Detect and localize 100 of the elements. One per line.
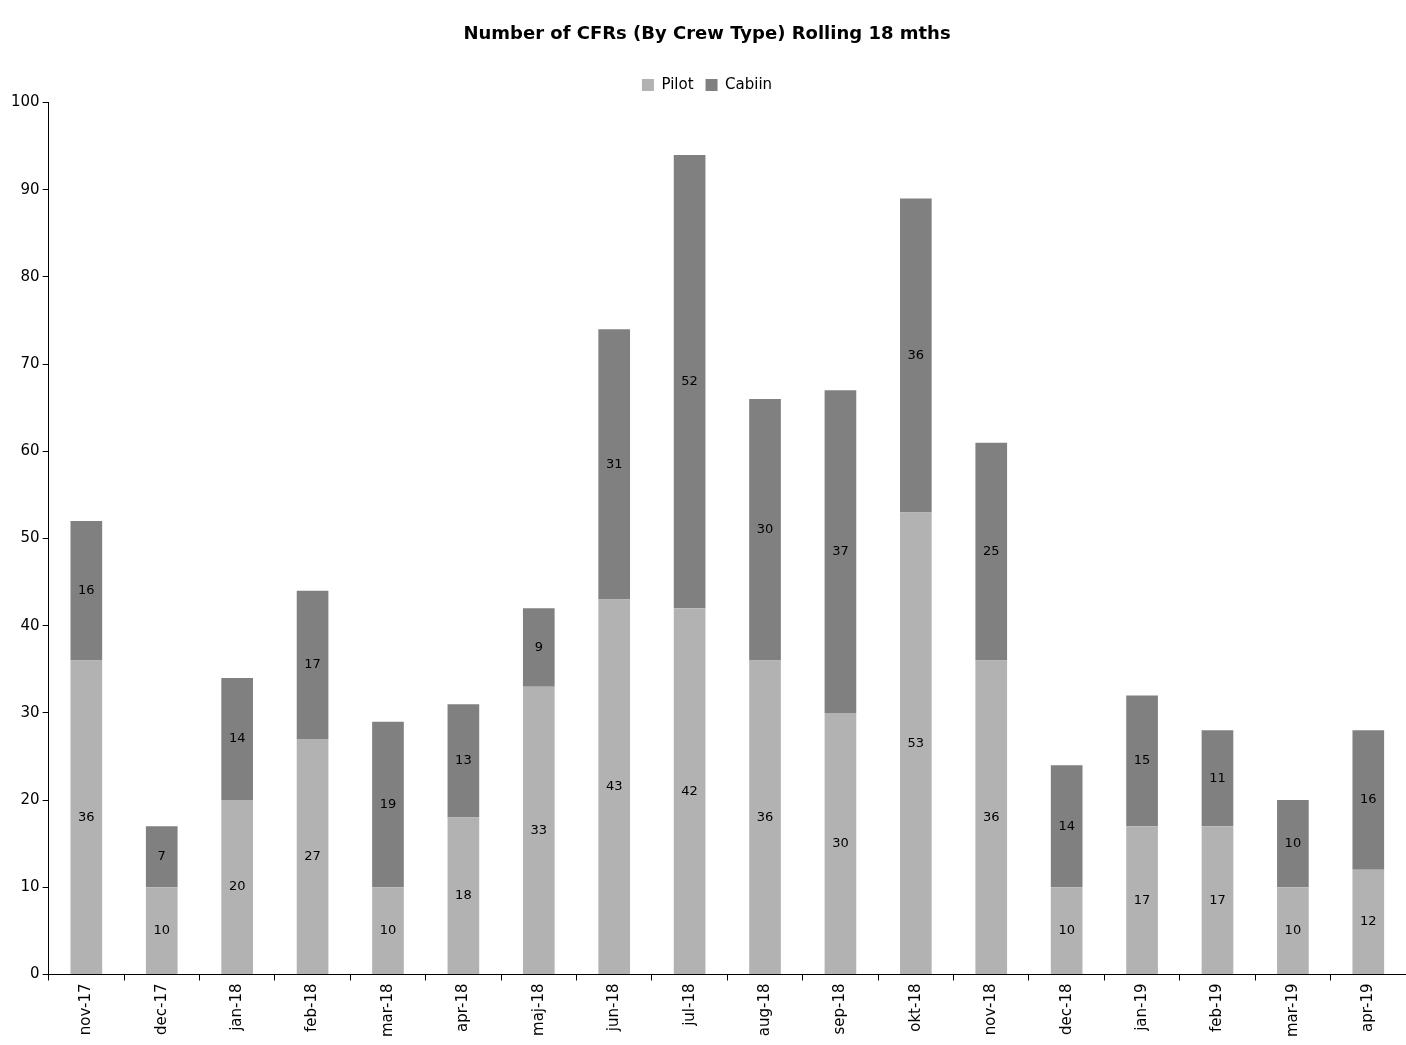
x-tick-label: sep-18 [830,983,849,1035]
x-tick-label: jul-18 [679,983,698,1027]
data-label: 37 [832,543,849,558]
y-tick-label: 60 [20,441,40,460]
bar [296,739,329,974]
data-label: 17 [304,656,321,672]
data-label: 10 [153,922,171,938]
bar [673,154,706,609]
data-label: 14 [228,730,246,746]
x-tick-label: feb-18 [302,983,321,1033]
chart-title: Number of CFRs (By Crew Type) Rolling 18 mths [463,22,951,44]
x-tick-label: mar-18 [377,983,396,1037]
bar [221,678,253,801]
data-label: 17 [1209,891,1226,907]
x-tick-label: nov-17 [76,983,95,1036]
data-label: 16 [1360,791,1377,807]
x-tick-label: jan-19 [1131,983,1150,1032]
data-label: 10 [1058,922,1075,938]
y-tick-label: 50 [20,528,40,547]
x-tick-label: okt-18 [905,983,924,1032]
data-label: 7 [157,848,166,864]
x-tick-label: mar-19 [1282,983,1301,1037]
bar [749,399,781,661]
data-label: 36 [907,346,925,362]
bar [975,442,1008,661]
data-label: 15 [1133,752,1151,768]
y-tick-label: 10 [20,877,40,896]
legend-label: Cabiin [725,74,773,93]
y-tick-label: 20 [20,790,40,808]
data-label: 27 [304,847,321,863]
bar [1050,887,1083,974]
y-tick-label: 90 [20,179,40,198]
data-label: 10 [1284,835,1302,851]
x-tick-label: dec-18 [1056,983,1075,1035]
x-tick-label: maj-18 [528,983,547,1036]
bar [975,660,1008,974]
data-label: 25 [982,543,1000,558]
x-tick-label: nov-18 [981,983,1000,1036]
bar [70,660,103,974]
data-label: 10 [1284,922,1302,938]
x-tick-label: apr-19 [1358,983,1377,1032]
bar [598,599,631,974]
data-label: 17 [1133,891,1151,907]
bar [1277,800,1309,888]
y-tick-label: 100 [10,92,40,111]
data-label: 9 [534,638,543,654]
y-tick-label: 0 [30,964,40,983]
bar [824,390,857,713]
bar [900,512,932,974]
bar [221,800,253,974]
bar [372,721,404,888]
x-tick-label: dec-17 [151,983,170,1035]
x-tick-label: feb-19 [1207,983,1226,1033]
bar [749,660,781,974]
bar [1352,730,1385,870]
bar [1126,826,1158,974]
data-label: 10 [379,922,397,938]
bar [673,608,706,974]
bar [447,704,480,818]
data-label: 53 [907,734,925,750]
y-tick-label: 70 [20,354,40,373]
bar [824,712,857,974]
bar [900,198,932,513]
x-tick-label: apr-18 [453,983,472,1032]
bar [1201,730,1234,827]
data-label: 33 [530,821,548,837]
y-tick-label: 80 [20,266,40,285]
x-tick-label: jan-18 [227,983,246,1032]
bar [447,817,480,974]
bar [522,686,555,974]
bar [522,608,555,687]
bar [1050,765,1083,888]
data-label: 20 [228,878,246,894]
data-label: 14 [1058,817,1075,833]
data-label: 13 [455,752,472,768]
data-label: 30 [832,834,849,850]
bar [1277,887,1309,974]
bar [70,521,103,661]
bar [372,887,404,974]
bar [145,826,178,888]
y-tick-label: 40 [20,615,40,634]
data-label: 36 [982,808,1000,824]
data-label: 42 [681,782,698,798]
data-label: 18 [455,887,472,903]
data-label: 11 [1209,769,1226,785]
data-label: 52 [681,372,698,388]
data-label: 31 [605,455,623,471]
data-label: 43 [605,778,623,794]
bar [296,590,329,740]
data-label: 19 [379,795,397,811]
x-tick-label: jun-18 [604,983,623,1033]
data-label: 36 [78,808,95,824]
data-label: 12 [1360,913,1377,929]
bar [1201,826,1234,974]
bar [145,887,178,974]
bar [598,329,631,600]
data-label: 16 [78,582,95,598]
y-tick-label: 30 [20,702,40,721]
data-label: 30 [756,521,774,537]
bar [1352,869,1385,974]
